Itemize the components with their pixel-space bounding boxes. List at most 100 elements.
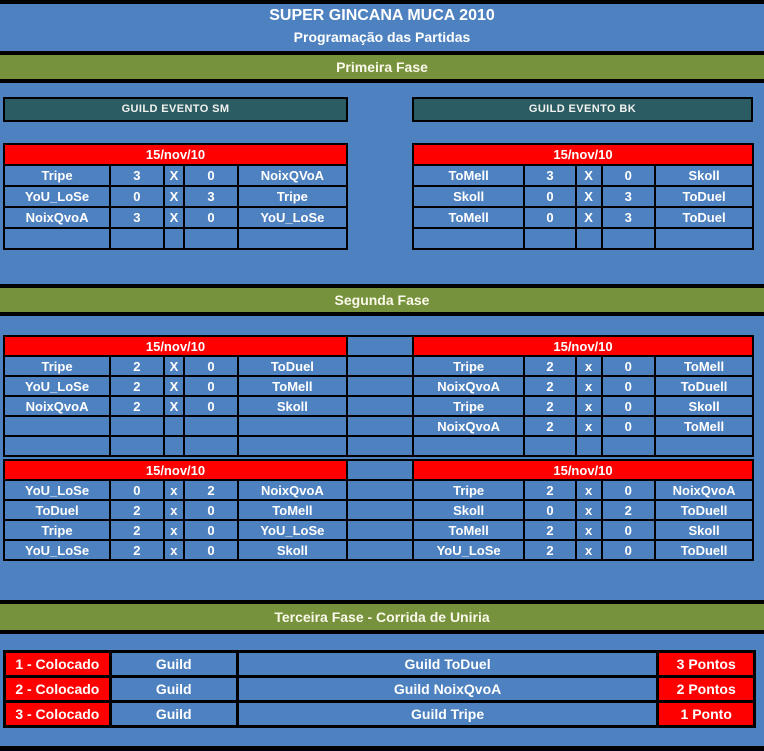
match-row: ToDuel 2 x 0 ToMell (2, 499, 349, 521)
score-right: 0 (183, 355, 239, 377)
date-row: 15/nov/10 (412, 143, 754, 166)
divider-bar (0, 600, 764, 604)
score-left: 2 (109, 539, 165, 561)
match-date: 15/nov/10 (3, 143, 348, 166)
versus-mark: X (574, 206, 603, 229)
standing-row: 2 - Colocado Guild Guild NoixQvoA 2 Pontos (3, 675, 756, 703)
versus-mark: X (574, 185, 603, 208)
match-table-phase1-bk: 15/nov/10 ToMell 3 X 0 Skoll Skoll 0 X 3 ToDuel To… (411, 143, 754, 250)
score-right: 2 (183, 479, 239, 501)
phase2-band: Segunda Fase (0, 288, 764, 312)
score-left: 3 (523, 164, 577, 187)
player-left: ToMell (411, 164, 526, 187)
player-left: Tripe (2, 355, 112, 377)
versus-mark: x (574, 519, 603, 541)
match-row: Skoll 0 x 2 ToDuell (411, 499, 754, 521)
score-right: 3 (183, 185, 239, 208)
score-right: 0 (600, 479, 657, 501)
guild-name: Guild Tripe (235, 700, 660, 728)
divider-bar (0, 630, 764, 634)
match-row: NoixQvoA 3 X 0 YoU_LoSe (2, 206, 349, 229)
player-left: Skoll (411, 185, 526, 208)
score-right: 0 (183, 164, 239, 187)
player-left: YoU_LoSe (2, 479, 112, 501)
guild-label: Guild (108, 675, 239, 703)
player-right: ToDuell (654, 539, 754, 561)
player-left: NoixQvoA (2, 395, 112, 417)
player-right (236, 415, 349, 437)
match-row: Tripe 2 X 0 ToDuel (2, 355, 349, 377)
match-row: YoU_LoSe 0 X 3 Tripe (2, 185, 349, 208)
match-row (2, 415, 349, 437)
player-right: NoixQvoA (654, 479, 754, 501)
player-right: ToMell (236, 499, 349, 521)
player-left (2, 415, 112, 437)
score-right: 0 (600, 164, 657, 187)
divider-bar (0, 0, 764, 4)
match-row: Tripe 2 x 0 Skoll (411, 395, 754, 417)
player-left (411, 435, 526, 457)
versus-mark (162, 415, 186, 437)
score-right (183, 415, 239, 437)
date-row: 15/nov/10 (3, 143, 348, 166)
versus-mark: x (574, 499, 603, 521)
phase3-band: Terceira Fase - Corrida de Uniria (0, 604, 764, 630)
score-left: 0 (109, 479, 165, 501)
score-left: 0 (523, 499, 577, 521)
standing-points: 1 Ponto (656, 700, 756, 728)
versus-mark: x (162, 479, 186, 501)
player-left: YoU_LoSe (2, 539, 112, 561)
versus-mark (162, 227, 186, 250)
versus-mark: x (162, 519, 186, 541)
gap-column (348, 335, 412, 457)
score-right: 3 (600, 185, 657, 208)
score-left (523, 435, 577, 457)
match-date: 15/nov/10 (412, 459, 754, 481)
score-right: 0 (600, 539, 657, 561)
player-right: Skoll (654, 164, 754, 187)
player-right: ToDuel (236, 355, 349, 377)
guild-label: Guild (108, 650, 239, 678)
match-row: NoixQvoA 2 X 0 Skoll (2, 395, 349, 417)
player-left: YoU_LoSe (2, 185, 112, 208)
player-left: YoU_LoSe (2, 375, 112, 397)
player-left: YoU_LoSe (411, 539, 526, 561)
player-right (654, 435, 754, 457)
standing-place: 1 - Colocado (3, 650, 112, 678)
score-left: 2 (523, 375, 577, 397)
versus-mark (574, 435, 603, 457)
match-table-phase2-block2-bk: 15/nov/10 Tripe 2 x 0 NoixQvoA Skoll 0 x 2 ToDuel… (411, 459, 754, 561)
player-right: YoU_LoSe (236, 519, 349, 541)
date-row: 15/nov/10 (412, 459, 754, 481)
date-row: 15/nov/10 (3, 335, 348, 357)
versus-mark: X (162, 375, 186, 397)
match-row: NoixQvoA 2 x 0 ToMell (411, 415, 754, 437)
score-right: 0 (183, 375, 239, 397)
match-row: YoU_LoSe 0 x 2 NoixQvoA (2, 479, 349, 501)
match-row: YoU_LoSe 2 X 0 ToMell (2, 375, 349, 397)
versus-mark: x (574, 395, 603, 417)
match-row (411, 227, 754, 250)
score-left: 2 (109, 499, 165, 521)
score-left (109, 227, 165, 250)
score-right (600, 435, 657, 457)
player-right: Skoll (236, 539, 349, 561)
guild-name: Guild NoixQvoA (235, 675, 660, 703)
score-left (109, 415, 165, 437)
player-right: Tripe (236, 185, 349, 208)
player-right: Skoll (654, 519, 754, 541)
versus-mark: X (574, 164, 603, 187)
standing-points: 3 Pontos (656, 650, 756, 678)
player-left: Tripe (411, 479, 526, 501)
score-right: 0 (600, 395, 657, 417)
standings-table: 1 - Colocado Guild Guild ToDuel 3 Pontos 2 -… (3, 650, 756, 728)
match-row: Skoll 0 X 3 ToDuel (411, 185, 754, 208)
player-left: NoixQvoA (2, 206, 112, 229)
score-right: 2 (600, 499, 657, 521)
match-row: YoU_LoSe 2 x 0 Skoll (2, 539, 349, 561)
player-right: ToDuel (654, 185, 754, 208)
score-left: 2 (523, 539, 577, 561)
player-right (654, 227, 754, 250)
player-left: ToMell (411, 519, 526, 541)
player-left (2, 227, 112, 250)
